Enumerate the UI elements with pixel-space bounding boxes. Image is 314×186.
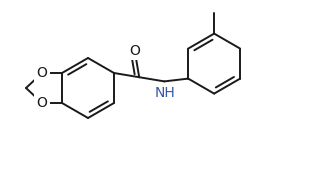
Text: O: O [130, 44, 141, 58]
Text: O: O [37, 66, 47, 80]
Text: O: O [37, 96, 47, 110]
Text: NH: NH [155, 86, 176, 100]
